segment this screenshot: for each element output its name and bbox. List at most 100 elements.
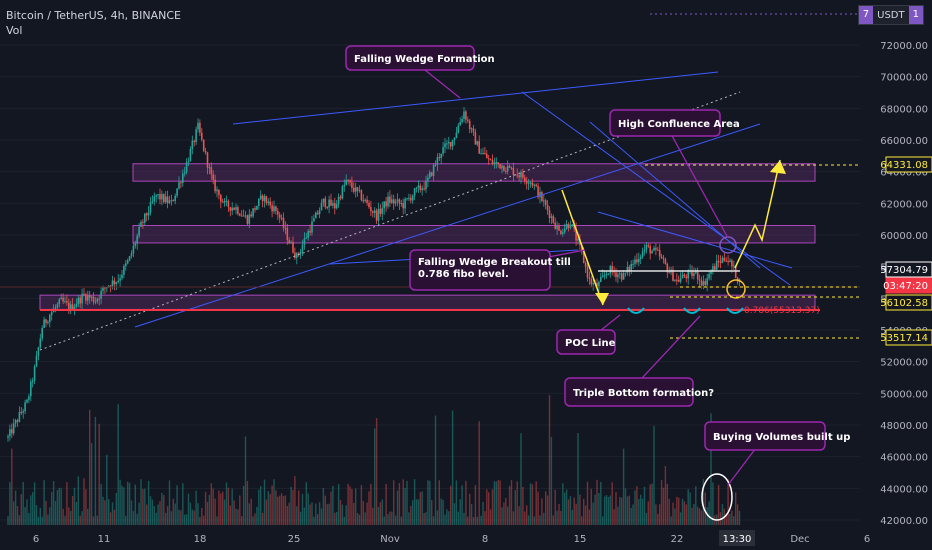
candle [214, 174, 216, 194]
candle-body [273, 206, 275, 212]
candle [35, 350, 38, 368]
volume-legend[interactable]: Vol [6, 24, 23, 37]
candle [261, 194, 264, 208]
volume-bar [138, 502, 140, 525]
candle-body [392, 199, 395, 204]
volume-bar [189, 502, 192, 525]
candle-body [136, 235, 138, 244]
candle-body [271, 205, 273, 212]
volume-bar [565, 489, 568, 525]
candle [660, 253, 663, 260]
candle [653, 245, 655, 251]
volume-bar [560, 510, 562, 525]
candle-body [60, 297, 62, 300]
volume-bar [294, 476, 296, 525]
candle [372, 210, 374, 218]
volume-bar [691, 507, 693, 525]
x-tick-label: 13:30 [723, 534, 752, 545]
candle-body [442, 147, 444, 154]
volume-bar [731, 510, 733, 525]
candle-body [607, 273, 610, 275]
volume-bar [157, 504, 159, 525]
candle [423, 182, 425, 191]
candle-body [149, 202, 152, 213]
volume-bar [396, 490, 399, 525]
callout-box [409, 249, 551, 291]
candle [259, 190, 262, 201]
candle-body [476, 141, 479, 145]
volume-bar [577, 433, 579, 525]
candle-body [556, 225, 558, 229]
volume-bar [136, 513, 138, 525]
candle-body [109, 285, 112, 288]
candle [92, 292, 95, 305]
volume-bar [206, 501, 209, 525]
volume-bar [463, 512, 465, 525]
candle-body [24, 402, 26, 412]
volume-bar [60, 488, 62, 525]
volume-bar [339, 500, 342, 525]
candle-body [565, 223, 568, 229]
candle [100, 287, 102, 305]
price-label: 57304.79 [880, 261, 932, 278]
currency-button[interactable]: 7 USDT 1 [857, 5, 924, 25]
volume-bar [239, 495, 241, 525]
candle-body [332, 203, 334, 206]
volume-bar [26, 499, 28, 525]
candle-body [98, 298, 100, 300]
candle-body [723, 257, 726, 261]
volume-bar [529, 483, 532, 525]
candle [461, 115, 463, 124]
volume-bar [165, 512, 167, 525]
candle [280, 214, 283, 221]
candle-body [525, 181, 528, 184]
candle [544, 198, 547, 210]
candle [195, 126, 197, 146]
candle [87, 290, 89, 306]
candle [155, 194, 157, 203]
candle [649, 243, 651, 260]
candle [299, 248, 302, 259]
candle-body [493, 162, 496, 165]
candle-body [56, 304, 59, 308]
volume-bar [14, 490, 17, 525]
candle [725, 256, 727, 263]
symbol-title[interactable]: Bitcoin / TetherUS, 4h, BINANCE [6, 9, 182, 22]
volume-bar [721, 504, 724, 525]
candle-body [195, 129, 197, 142]
candle [294, 247, 296, 260]
candle-body [425, 180, 427, 190]
candle [381, 201, 384, 221]
candle-body [54, 307, 57, 309]
candle-body [284, 227, 287, 229]
candle [626, 261, 629, 276]
candle-body [318, 210, 321, 215]
volume-bar [470, 503, 473, 525]
y-tick-label: 52000.00 [880, 358, 928, 369]
candle [284, 221, 287, 235]
volume-bar [651, 483, 653, 525]
candle [244, 210, 247, 219]
candle [396, 193, 399, 207]
volume-bar [303, 507, 306, 525]
volume-bar [615, 492, 617, 525]
candle-body [603, 275, 606, 277]
volume-bar [645, 513, 648, 525]
candle [104, 286, 106, 295]
currency-label: USDT [877, 9, 905, 21]
volume-bar [178, 509, 180, 525]
volume-bar [265, 499, 268, 525]
candle-body [685, 276, 688, 279]
resistance-zone [39, 294, 816, 310]
volume-bar [679, 512, 682, 525]
volume-bar [96, 515, 98, 525]
volume-bar [280, 493, 283, 525]
candle-body [453, 137, 456, 141]
price-label: 56102.58 [880, 294, 932, 311]
candle [187, 157, 190, 167]
candle [39, 333, 42, 350]
volume-bar [668, 498, 670, 525]
volume-bar [144, 488, 146, 525]
volume-bar [512, 511, 515, 525]
